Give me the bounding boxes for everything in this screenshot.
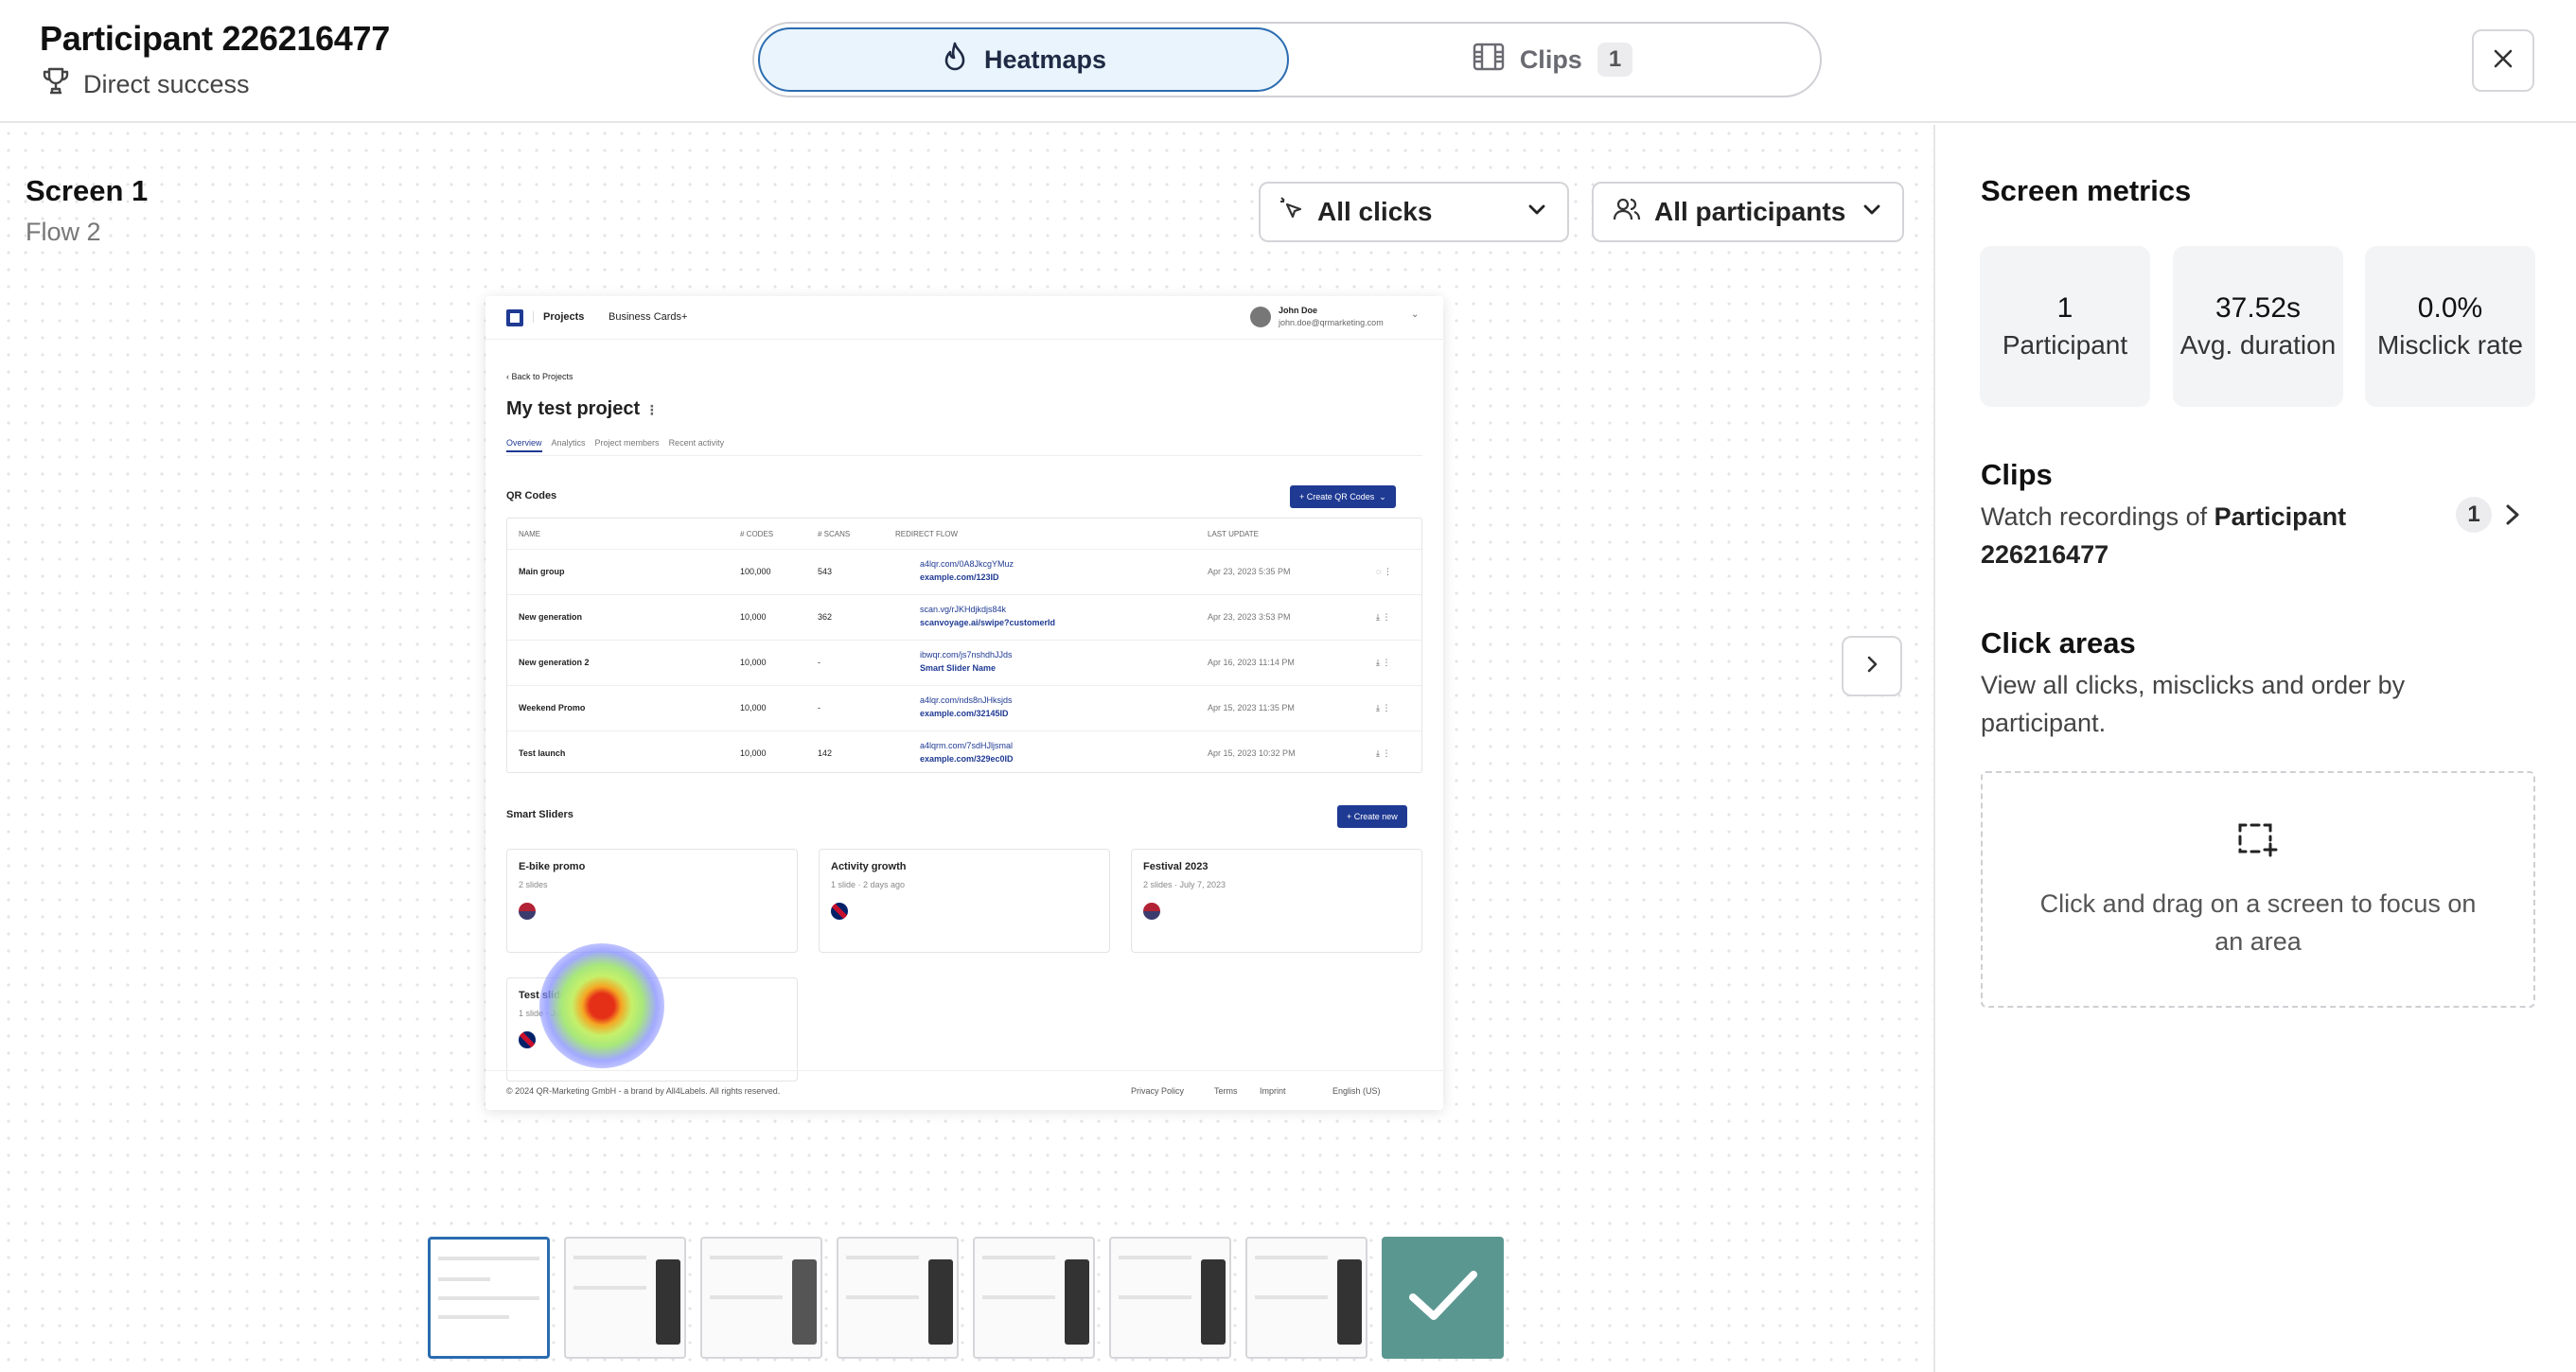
mock-create-new-button: + Create new — [1337, 805, 1407, 828]
cursor-click-icon — [1279, 196, 1304, 228]
mock-col-header: Name — [519, 530, 541, 538]
header: Participant 226216477 Direct success Hea… — [0, 0, 2576, 123]
clicks-filter-label: All clicks — [1317, 197, 1433, 226]
mock-create-qr-button: + Create QR Codes ⌄ — [1290, 485, 1396, 508]
click-area-dropzone[interactable]: Click and drag on a screen to focus on a… — [1981, 771, 2535, 1008]
mock-table-row: Weekend Promo 10,000- a4lqr.com/nds8nJHks… — [507, 685, 1421, 730]
mock-user-name: John Doe — [1279, 306, 1318, 315]
close-button[interactable] — [2472, 29, 2534, 92]
click-areas-title: Click areas — [1981, 626, 2136, 660]
close-icon — [2492, 47, 2514, 75]
chevron-down-icon — [1526, 197, 1548, 227]
mock-tab-members: Project members — [594, 438, 660, 448]
mock-table-row: Test launch 10,000 142 a4lqrm.com/7sdHJljs… — [507, 730, 1421, 776]
dropzone-text: Click and drag on a screen to focus on a… — [2039, 888, 2477, 956]
mock-nav-business-cards: Business Cards+ — [609, 311, 688, 323]
screen-thumbnail[interactable] — [973, 1237, 1095, 1359]
view-toggle: Heatmaps Clips 1 — [752, 22, 1822, 97]
tab-clips[interactable]: Clips 1 — [1289, 27, 1816, 92]
users-icon — [1613, 197, 1641, 228]
screen-metrics-title: Screen metrics — [1981, 174, 2192, 207]
chevron-right-icon — [1861, 654, 1882, 679]
screen-thumbnail[interactable] — [700, 1237, 822, 1359]
heatmap-canvas: Screen 1 Flow 2 All clicks All participa… — [0, 125, 1932, 1372]
mock-back-link: ‹ Back to Projects — [506, 372, 573, 381]
mock-slider-card: Festival 2023 2 slides · July 7, 2023 — [1131, 849, 1422, 953]
check-icon — [1407, 1267, 1479, 1328]
mock-navbar: Projects Business Cards+ John Doe john.d… — [485, 296, 1443, 340]
mock-qr-table: Name # Codes # Scans Redirect flow Last … — [506, 518, 1422, 773]
mock-tab-analytics: Analytics — [551, 438, 586, 448]
participant-title: Participant 226216477 — [40, 19, 390, 58]
click-heat-spot — [539, 943, 664, 1068]
participants-filter-dropdown[interactable]: All participants — [1592, 182, 1904, 242]
tab-heatmaps-label: Heatmaps — [983, 44, 1107, 74]
mock-table-row: New generation 2 10,000- ibwqr.com/js7nsh… — [507, 640, 1421, 685]
mock-footer-link: Terms — [1214, 1086, 1238, 1096]
flame-icon — [941, 41, 969, 79]
mock-project-title: My test project ⋮ — [506, 398, 659, 419]
trophy-icon — [42, 66, 70, 103]
participants-filter-label: All participants — [1654, 197, 1846, 226]
tab-clips-label: Clips — [1519, 44, 1582, 74]
mock-nav-projects: Projects — [533, 311, 584, 323]
status-label: Direct success — [83, 70, 250, 98]
clicks-filter-dropdown[interactable]: All clicks — [1259, 182, 1569, 242]
screen-thumbnail[interactable] — [428, 1237, 550, 1359]
screen-thumbnail[interactable] — [564, 1237, 686, 1359]
participant-status: Direct success — [42, 66, 250, 103]
mock-footer-link: Imprint — [1260, 1086, 1286, 1096]
click-areas-description: View all clicks, misclicks and order by … — [1981, 671, 2406, 737]
clips-title: Clips — [1981, 458, 2053, 491]
mock-user-email: john.doe@qrmarketing.com — [1279, 318, 1384, 327]
mock-tab-overview: Overview — [506, 438, 542, 452]
select-area-add-icon — [2236, 819, 2280, 868]
mock-table-row: Main group 100,000 543 a4lqr.com/0A8JkcgYM… — [507, 549, 1421, 594]
mock-avatar — [1250, 307, 1271, 327]
screen-thumbnails — [428, 1237, 1504, 1359]
mock-slider-card: E-bike promo 2 slides — [506, 849, 798, 953]
chevron-down-icon — [1861, 197, 1883, 227]
mock-col-header: # Codes — [740, 530, 774, 538]
screen-thumbnail[interactable] — [1245, 1237, 1367, 1359]
mock-copyright: © 2024 QR-Marketing GmbH - a brand by Al… — [506, 1086, 781, 1096]
mock-slider-card: Activity growth 1 slide · 2 days ago — [819, 849, 1110, 953]
mock-chevron-icon: ⌄ — [1411, 309, 1420, 320]
mock-footer-link: Privacy Policy — [1131, 1086, 1185, 1096]
mock-col-header: Redirect flow — [895, 530, 959, 538]
metric-misclick-rate: 0.0% Misclick rate — [2365, 246, 2535, 407]
clips-count-badge: 1 — [1597, 43, 1633, 77]
mock-footer: © 2024 QR-Marketing GmbH - a brand by Al… — [485, 1070, 1443, 1110]
open-clips-button[interactable] — [2502, 499, 2523, 536]
next-screen-button[interactable] — [1842, 636, 1902, 696]
mock-sliders-section-title: Smart Sliders — [506, 809, 573, 820]
screen-thumbnail[interactable] — [1109, 1237, 1231, 1359]
mock-qr-section-title: QR Codes — [506, 490, 557, 501]
screen-thumbnail[interactable] — [837, 1237, 959, 1359]
clips-count-badge: 1 — [2456, 497, 2492, 533]
metrics-sidebar: Screen metrics 1 Participant 37.52s Avg. d… — [1933, 125, 2576, 1372]
mock-table-row: New generation 10,000 362 scan.vg/rJKHdjkd… — [507, 594, 1421, 640]
chevron-right-icon — [2502, 504, 2523, 535]
divider — [506, 455, 1422, 456]
metric-avg-duration: 37.52s Avg. duration — [2173, 246, 2343, 407]
mock-col-header: # Scans — [818, 530, 851, 538]
flow-label: Flow 2 — [26, 218, 101, 246]
mock-col-header: Last update — [1208, 530, 1259, 538]
clips-description: Watch recordings of Participant 22621647… — [1981, 502, 2347, 569]
screen-title: Screen 1 — [26, 174, 149, 207]
mock-tab-activity: Recent activity — [668, 438, 725, 448]
mock-tabs: Overview Analytics Project members Recen… — [506, 438, 724, 452]
screen-thumbnail-completed[interactable] — [1382, 1237, 1504, 1359]
mock-language: English (US) — [1332, 1086, 1381, 1096]
metric-participants: 1 Participant — [1980, 246, 2150, 407]
mock-logo — [506, 309, 523, 326]
film-icon — [1473, 43, 1505, 78]
tab-heatmaps[interactable]: Heatmaps — [758, 27, 1289, 92]
